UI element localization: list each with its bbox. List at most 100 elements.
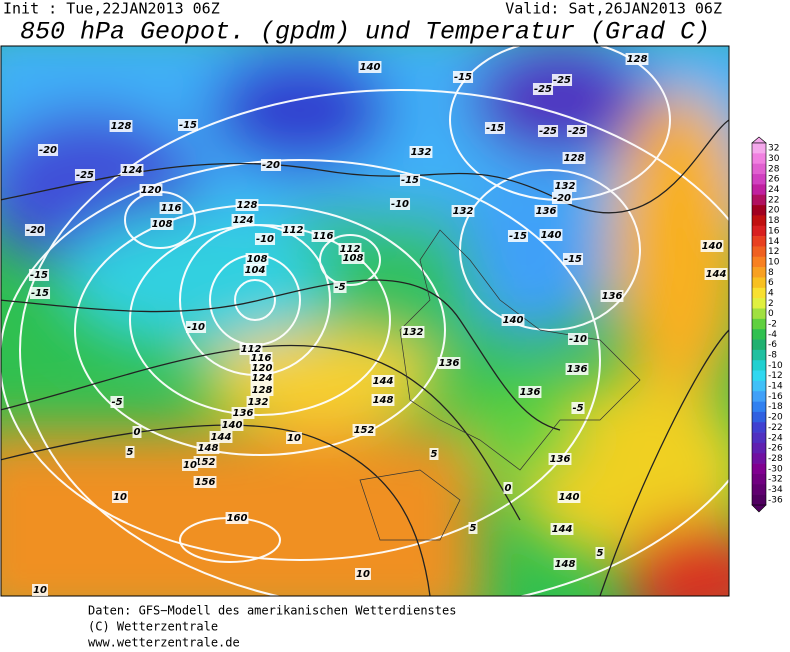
colorbar-tick-label: -12 — [768, 371, 783, 381]
colorbar-swatch — [752, 236, 766, 247]
contour-label-bg — [551, 192, 573, 204]
contour-label-bg — [74, 169, 96, 181]
contour-label: 108 — [343, 253, 364, 264]
colorbar-swatch — [752, 174, 766, 185]
contour-label-bg — [550, 523, 574, 535]
colorbar-tick-label: -6 — [768, 340, 777, 350]
contour-label-bg — [437, 357, 461, 369]
contour-label-bg — [534, 205, 558, 217]
contour-label-bg — [112, 491, 128, 503]
contour-label-bg — [565, 363, 589, 375]
contour-label-bg — [209, 431, 233, 443]
colorbar-swatch — [752, 463, 766, 475]
contour-label: -20 — [26, 225, 44, 236]
colorbar-swatch — [752, 143, 766, 154]
contour-label: 140 — [360, 62, 381, 73]
contour-label: 10 — [287, 433, 301, 444]
contour-label: -25 — [568, 126, 586, 137]
contour-label: 120 — [141, 185, 162, 196]
colorbar-tick-label: 14 — [768, 237, 780, 247]
contour-label-bg — [371, 375, 395, 387]
contour-label: 148 — [555, 559, 576, 570]
contour-label-bg — [231, 214, 255, 226]
contour-label-bg — [704, 268, 728, 280]
contour-label: 140 — [702, 241, 723, 252]
contour-label: 112 — [340, 244, 361, 255]
colorbar-swatch — [752, 277, 766, 289]
contour-label-bg — [185, 321, 207, 333]
colorbar-swatch — [752, 246, 766, 258]
contour-label-bg — [507, 230, 529, 242]
colorbar-tick-label: 20 — [768, 206, 780, 216]
colorbar-tick-label: 8 — [768, 268, 774, 278]
contour-label-bg — [399, 174, 421, 186]
contour-label: 160 — [227, 513, 248, 524]
contour-label-bg — [539, 229, 563, 241]
colorbar-swatch — [752, 153, 766, 164]
contour-label-bg — [451, 205, 475, 217]
contour-label-bg — [548, 453, 572, 465]
colorbar-swatch — [752, 494, 766, 506]
contour-label-bg — [220, 419, 244, 431]
colorbar-tick-label: 16 — [768, 226, 780, 236]
colorbar-tick-label: -22 — [768, 423, 783, 433]
contour-label: 132 — [555, 181, 576, 192]
colorbar-swatch — [752, 349, 766, 361]
contour-label-bg — [553, 558, 577, 570]
contour-label-bg — [503, 482, 513, 494]
contour-label-bg — [355, 568, 371, 580]
colorbar-swatch — [752, 267, 766, 278]
contour-label-bg — [553, 180, 577, 192]
colorbar-tick-label: 10 — [768, 257, 780, 267]
contour-label: 108 — [152, 219, 173, 230]
contour-label: 136 — [233, 408, 254, 419]
contour-label-bg — [518, 386, 542, 398]
contour-label-bg — [193, 476, 217, 488]
colorbar-tick-label: -36 — [768, 495, 783, 505]
contour-label: -25 — [553, 75, 571, 86]
contour-label-bg — [159, 202, 183, 214]
contour-label: 132 — [248, 397, 269, 408]
contour-label-bg — [32, 584, 48, 596]
contour-label: -10 — [391, 199, 409, 210]
contour-label-bg — [452, 71, 474, 83]
contour-label-bg — [371, 394, 395, 406]
contour-label-bg — [562, 152, 586, 164]
colorbar-swatch — [752, 225, 766, 237]
contour-label-bg — [28, 269, 50, 281]
contour-label-bg — [250, 372, 274, 384]
colorbar-tick-label: -26 — [768, 444, 783, 454]
colorbar-tick-label: 12 — [768, 247, 779, 257]
colorbar-swatch — [752, 411, 766, 423]
contour-label: -15 — [454, 72, 472, 83]
contour-label-bg — [24, 224, 46, 236]
contour-label: 140 — [503, 315, 524, 326]
contour-label-bg — [311, 230, 335, 242]
colorbar-tick-label: 0 — [768, 309, 774, 319]
colorbar-tick-label: 28 — [768, 164, 780, 174]
contour-label-bg — [250, 362, 274, 374]
contour-label-bg — [246, 396, 270, 408]
contour-label-bg — [193, 456, 217, 468]
contour-label: -15 — [31, 288, 49, 299]
contour-label-bg — [571, 402, 585, 414]
contour-label-bg — [139, 184, 163, 196]
contour-label: -10 — [187, 322, 205, 333]
contour-label: 116 — [313, 231, 334, 242]
colorbar-tick-label: 26 — [768, 175, 780, 185]
contour-label: 10 — [113, 492, 127, 503]
colorbar-swatch — [752, 184, 766, 196]
contour-label: 116 — [161, 203, 182, 214]
contour-label: -15 — [30, 270, 48, 281]
contour-label: -10 — [256, 234, 274, 245]
contour-label: 104 — [245, 265, 266, 276]
contour-label: 10 — [183, 460, 197, 471]
contour-label: 140 — [222, 420, 243, 431]
colorbar-tick-label: -16 — [768, 392, 783, 402]
colorbar-swatch — [752, 422, 766, 433]
contour-label-bg — [358, 61, 382, 73]
map-frame — [0, 45, 730, 597]
colorbar-swatch — [752, 442, 766, 454]
colorbar-tick-label: -24 — [768, 433, 783, 443]
contour-label-bg — [37, 144, 59, 156]
